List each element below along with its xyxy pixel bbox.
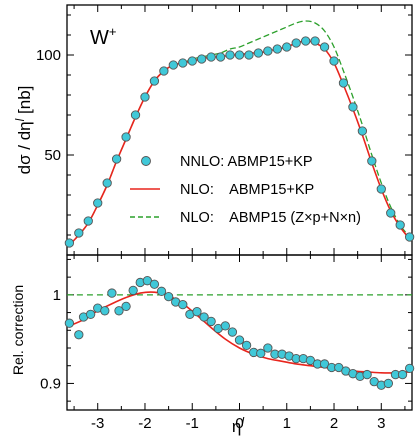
legend-label-nlo: NLO: ABMP15+KP — [180, 182, 314, 198]
y-tick-label: 1 — [53, 287, 61, 304]
x-axis-label: ηl — [232, 415, 244, 436]
data-point — [74, 228, 84, 238]
data-point — [168, 60, 178, 70]
x-tick-label: -2 — [138, 415, 151, 432]
bottom-plot-frame — [66, 254, 413, 411]
data-point — [111, 154, 122, 164]
panel-label: W+ — [90, 24, 116, 49]
data-point — [227, 327, 238, 337]
x-tick-label: -1 — [186, 415, 199, 432]
top-marks — [64, 20, 415, 248]
data-point — [100, 306, 110, 316]
data-point — [114, 306, 124, 316]
panel-label-sup: + — [109, 24, 117, 39]
data-point — [404, 232, 415, 242]
data-point — [301, 36, 311, 46]
data-point — [197, 54, 207, 64]
data-point — [256, 348, 266, 358]
data-point — [234, 335, 245, 345]
y-tick-label: 50 — [44, 147, 61, 164]
top-y-axis-label: dσ / dηl [nb] — [13, 86, 34, 175]
data-point — [404, 363, 415, 374]
data-point — [338, 78, 349, 88]
data-point — [64, 238, 75, 248]
data-point — [362, 369, 372, 380]
y-tick-label: 100 — [36, 47, 61, 64]
nlo-curve — [69, 291, 410, 374]
data-point — [234, 50, 245, 60]
data-point — [149, 76, 160, 86]
data-point — [206, 52, 216, 62]
data-point — [367, 156, 377, 166]
data-point — [102, 178, 112, 188]
data-point — [178, 58, 188, 68]
legend-label-nnlo: NNLO: ABMP15+KP — [180, 154, 313, 170]
data-point — [319, 42, 330, 52]
data-point — [93, 198, 103, 208]
data-point — [83, 216, 93, 226]
x-tick-label: 2 — [330, 415, 338, 432]
panel-label-text: W — [90, 27, 109, 49]
data-point — [64, 318, 75, 328]
data-point — [376, 184, 386, 194]
x-tick-label: -3 — [91, 415, 104, 432]
data-point — [397, 369, 408, 380]
data-point — [310, 36, 320, 46]
data-point — [128, 285, 138, 296]
legend-label-nlo-znn: NLO: ABMP15 (Z×p+N×n) — [180, 210, 361, 226]
data-point — [272, 44, 282, 54]
data-point — [159, 66, 169, 76]
data-point — [130, 110, 141, 120]
data-point — [121, 301, 131, 312]
x-tick-label: 3 — [377, 415, 385, 432]
x-tick-label: 0 — [235, 415, 243, 432]
data-point — [263, 343, 273, 353]
data-point — [107, 288, 117, 298]
y-tick-label: 0.9 — [40, 375, 61, 392]
data-point — [348, 102, 358, 112]
data-point — [206, 316, 216, 327]
data-point — [282, 42, 292, 52]
data-point — [220, 321, 230, 331]
data-point — [121, 132, 131, 142]
top-panel: 50 100 W+ dσ / dηl [nb] NNLO: ABMP15+KP N… — [13, 4, 415, 256]
data-point — [291, 38, 301, 48]
data-point — [178, 299, 188, 310]
data-point — [241, 340, 252, 350]
data-point — [244, 50, 254, 60]
data-point — [225, 50, 235, 60]
data-point — [199, 312, 209, 322]
legend: NNLO: ABMP15+KP NLO: ABMP15+KP NLO: ABMP… — [130, 154, 361, 226]
top-ticks: 50 100 — [36, 5, 412, 255]
bottom-ticks: -3 -2 -1 0 1 2 3 0.9 1 — [40, 255, 412, 432]
data-point — [383, 378, 394, 389]
data-point — [215, 52, 226, 62]
data-point — [74, 330, 84, 340]
data-point — [395, 220, 405, 230]
data-point — [192, 307, 202, 317]
data-point — [357, 126, 368, 136]
data-point — [187, 56, 197, 66]
data-point — [263, 46, 273, 56]
data-point — [253, 48, 264, 58]
x-tick-label: 1 — [283, 415, 291, 432]
data-point — [140, 92, 150, 102]
data-point — [149, 279, 160, 289]
data-point — [329, 56, 339, 66]
bottom-marks — [64, 276, 415, 390]
data-point — [163, 291, 174, 302]
legend-marker-nnlo — [141, 156, 151, 166]
data-point — [156, 286, 167, 296]
bottom-y-axis-label: Rel. correction — [10, 285, 26, 375]
data-point — [85, 309, 96, 319]
bottom-panel: -3 -2 -1 0 1 2 3 0.9 1 Rel. correction ηl — [10, 254, 415, 436]
data-point — [386, 208, 396, 218]
